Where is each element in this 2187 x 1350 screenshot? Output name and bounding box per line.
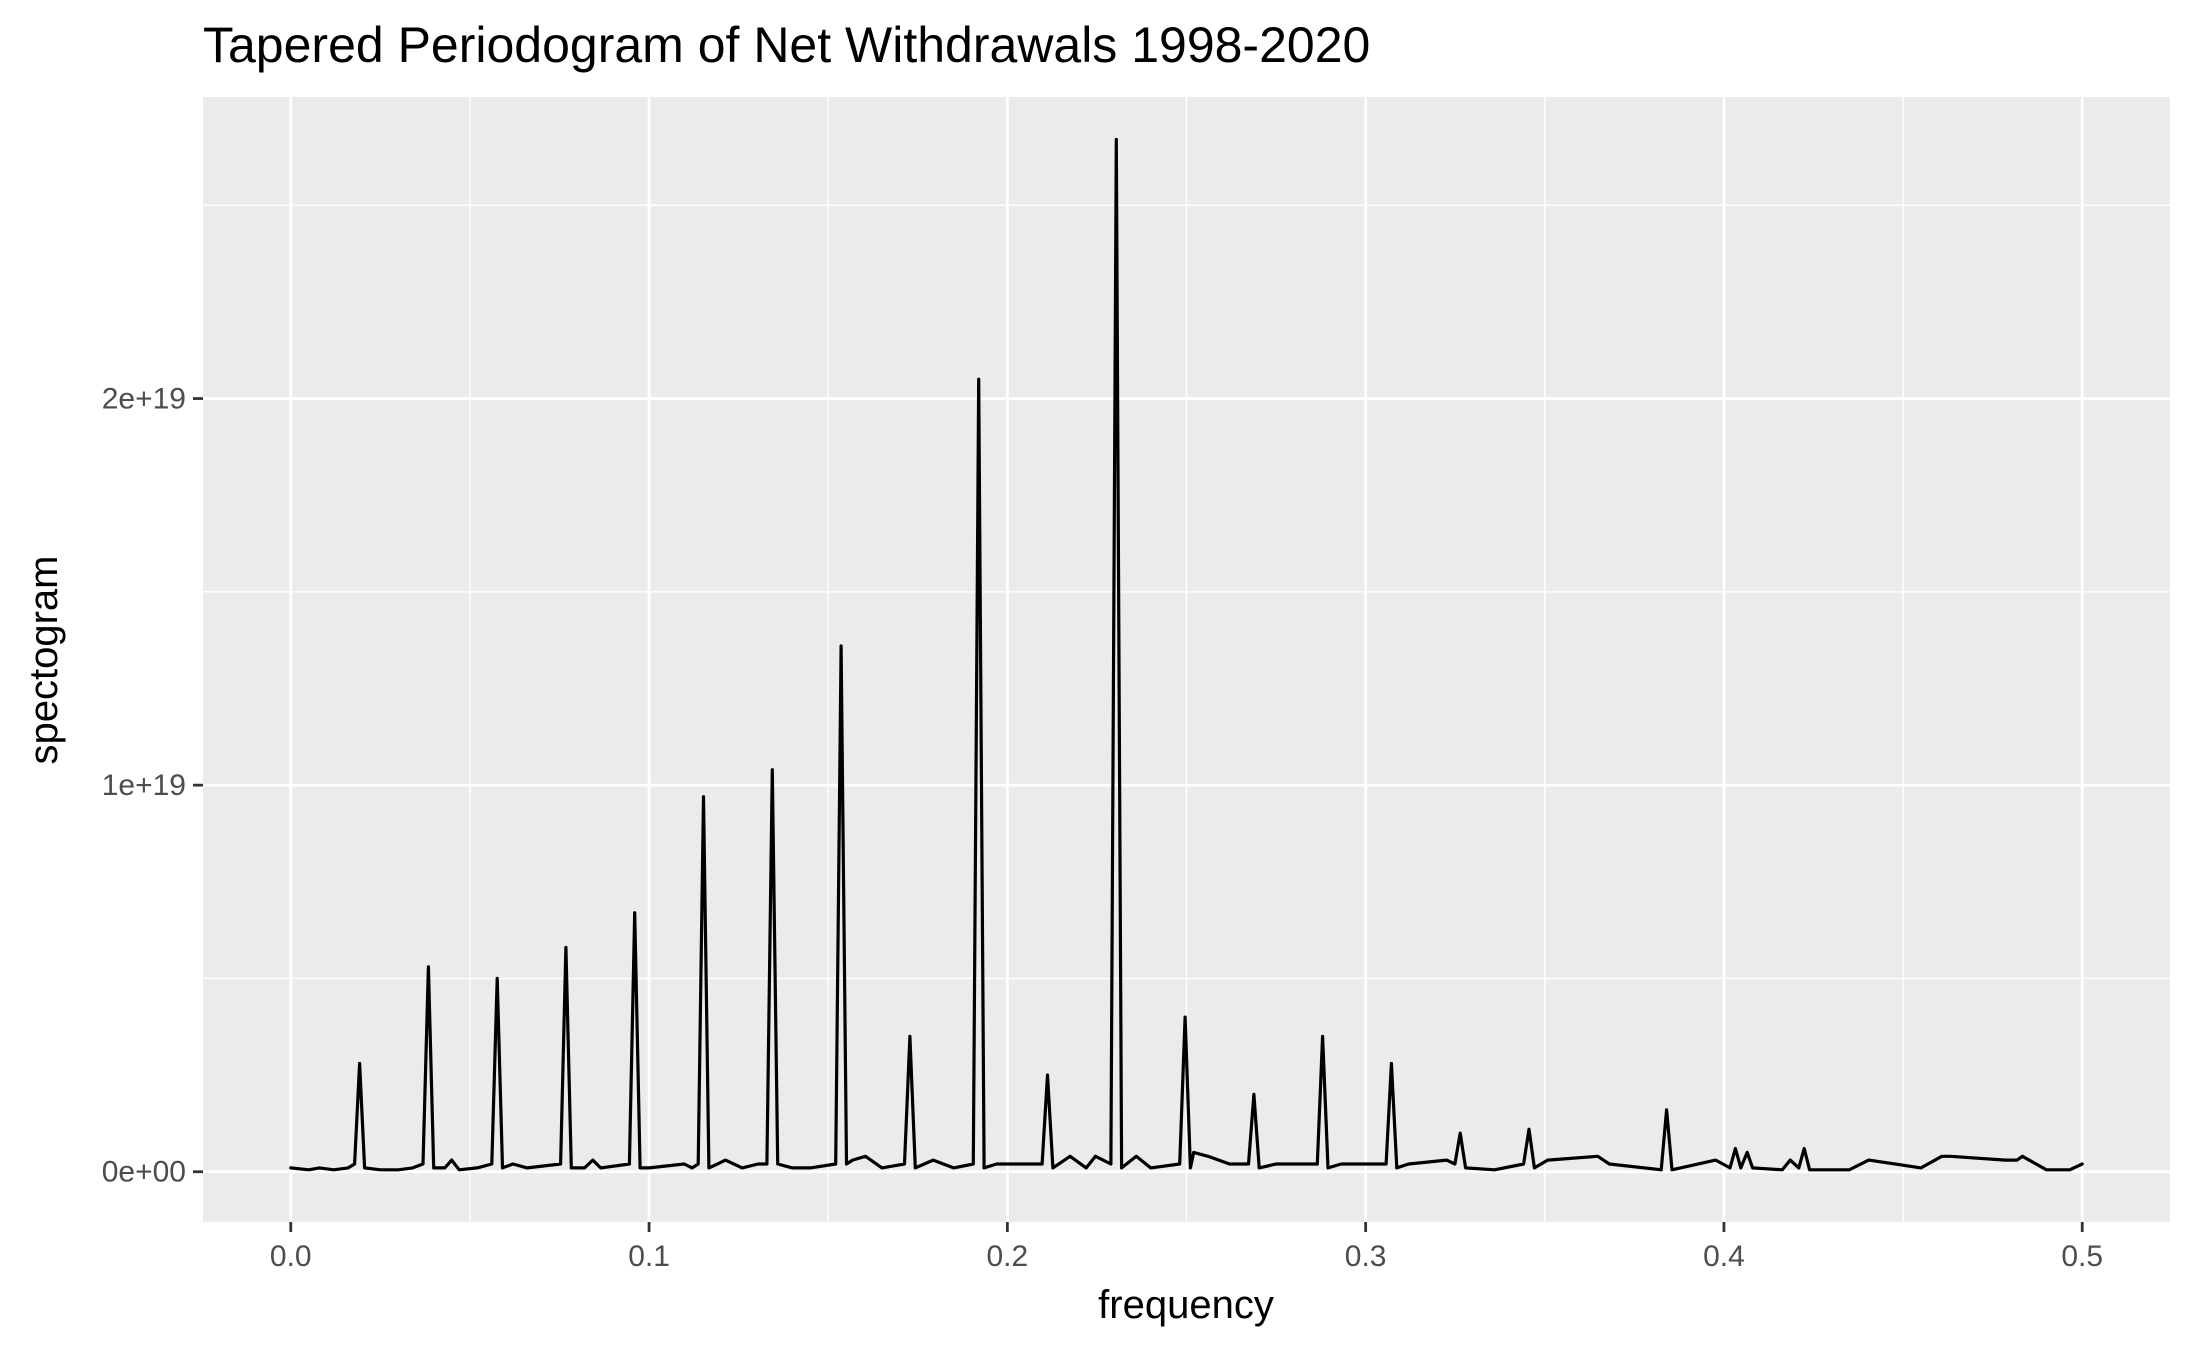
spectrum-line — [289, 137, 2084, 1172]
y-tick-label: 1e+19 — [102, 769, 186, 802]
x-tick-label: 0.3 — [1345, 1240, 1387, 1273]
x-tick-label: 0.0 — [270, 1240, 312, 1273]
axis-ticks — [193, 397, 2084, 1232]
y-tick-labels: 0e+00 1e+19 2e+19 — [102, 383, 186, 1189]
y-tick-label: 0e+00 — [102, 1156, 186, 1189]
y-tick-label: 2e+19 — [102, 383, 186, 416]
major-gridlines — [203, 97, 2170, 1222]
x-tick-label: 0.1 — [628, 1240, 670, 1273]
x-tick-labels: 0.0 0.1 0.2 0.3 0.4 0.5 — [270, 1240, 2103, 1273]
y-axis-title: spectogram — [22, 556, 66, 765]
x-tick-label: 0.4 — [1703, 1240, 1745, 1273]
x-tick-label: 0.2 — [986, 1240, 1028, 1273]
minor-gridlines — [203, 97, 2170, 1222]
x-axis-title: frequency — [1098, 1283, 1274, 1327]
chart-title: Tapered Periodogram of Net Withdrawals 1… — [203, 17, 1370, 73]
x-tick-label: 0.5 — [2061, 1240, 2103, 1273]
